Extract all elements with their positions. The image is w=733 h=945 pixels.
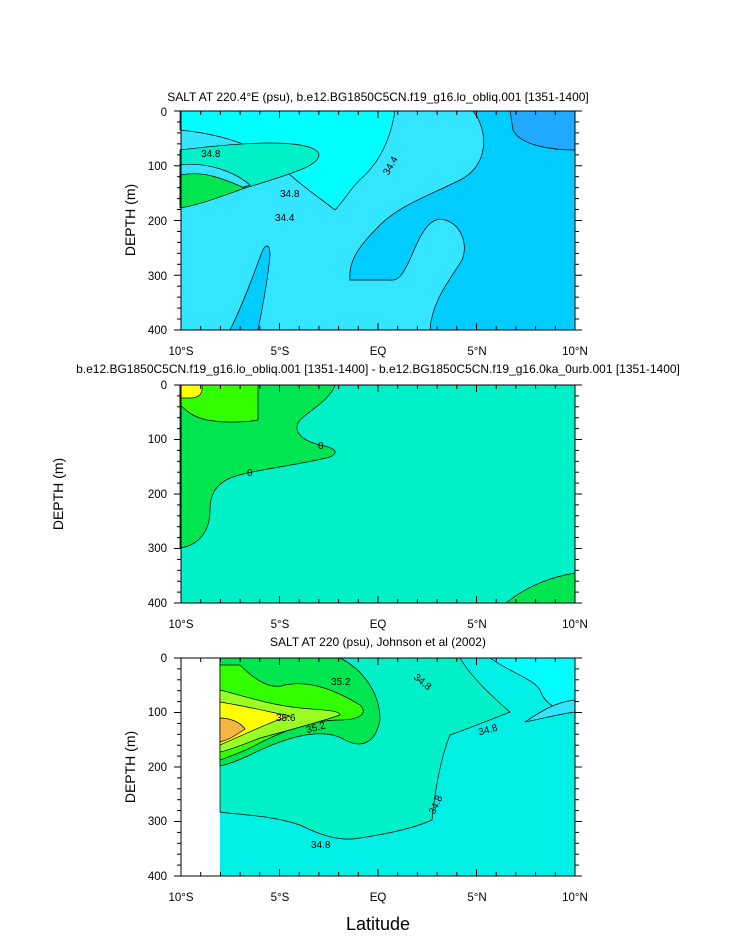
xtick-label: 10°N [562,346,588,358]
ytick-label: 200 [148,762,167,774]
xtick-label: 5°S [271,892,290,904]
ytick-label: 400 [148,871,167,883]
panel-1-fills [179,110,576,331]
xtick-label: 5°N [467,892,486,904]
fill-blue-east [349,110,576,331]
panel-3-ylabel: DEPTH (m) [122,731,138,803]
xtick-label: 10°S [168,619,193,631]
panel-2-title: b.e12.BG1850C5CN.f19_g16.lo_obliq.001 [1… [76,362,680,376]
x-axis-label: Latitude [346,914,410,934]
contour-label: 35.2 [305,720,327,736]
tick-marks [174,384,582,604]
contour-label: 34.4 [275,213,295,224]
contour-label: 34.8 [280,189,300,200]
panel-1-title: SALT AT 220.4°E (psu), b.e12.BG1850C5CN.… [167,90,589,104]
no-data-strip [181,658,220,876]
xtick-label: 5°N [467,619,486,631]
tick-marks [174,657,582,877]
panel-2-contour-labels: 0 0 [247,441,324,479]
panel-2: b.e12.BG1850C5CN.f19_g16.lo_obliq.001 [1… [50,362,680,631]
panel-2-ylabel: DEPTH (m) [50,458,66,530]
contour-label: 35.2 [331,677,351,688]
xtick-label: 10°S [168,346,193,358]
ytick-label: 200 [148,489,167,501]
panel-1-axes [174,110,582,331]
xtick-label: 5°S [271,619,290,631]
ytick-label: 100 [148,434,167,446]
xtick-label: 10°S [168,892,193,904]
fill-green-diff [179,384,336,549]
contour-label: 0 [318,441,324,452]
ytick-label: 300 [148,543,167,555]
contour-label: 34.8 [477,723,499,739]
panel-3-title: SALT AT 220 (psu), Johnson et al (2002) [270,635,486,649]
contour-label: 0 [247,468,253,479]
panel-1-xticks: 10°S 5°S EQ 5°N 10°N [168,346,587,358]
xtick-label: EQ [370,892,387,904]
panel-1-ylabel: DEPTH (m) [122,184,138,256]
panel-2-axes [174,384,582,604]
fill-blue-south [229,245,271,331]
xtick-label: 10°N [562,619,588,631]
panel-2-xticks: 10°S 5°S EQ 5°N 10°N [168,619,587,631]
panel-2-yticks: 0 100 200 300 400 [148,380,167,610]
panel-1-yticks: 0 100 200 300 400 [148,107,167,337]
ytick-label: 400 [148,325,167,337]
fill-green-core [179,173,246,209]
ytick-label: 200 [148,216,167,228]
contour-label: 34.8 [311,840,331,851]
xtick-label: EQ [370,619,387,631]
xtick-label: EQ [370,346,387,358]
fill-lime-obs [219,689,341,753]
contour-label: 34.8 [201,149,221,160]
panel-1: SALT AT 220.4°E (psu), b.e12.BG1850C5CN.… [122,90,589,358]
ytick-label: 0 [161,380,167,392]
panel-3-fills [181,657,576,876]
panel-2-fills [179,384,576,604]
ytick-label: 100 [148,161,167,173]
panel-3-yticks: 0 100 200 300 400 [148,653,167,883]
fill-orange-obs [219,717,246,743]
ytick-label: 300 [148,271,167,283]
fill-yellow-diff [179,384,203,399]
ytick-label: 300 [148,816,167,828]
xtick-label: 5°S [271,346,290,358]
ytick-label: 400 [148,598,167,610]
tick-marks [174,110,582,331]
contour-label: 35.6 [276,713,296,724]
panel-3-axes [174,657,582,877]
xtick-label: 5°N [467,346,486,358]
panel-3: SALT AT 220 (psu), Johnson et al (2002) … [122,635,588,934]
panel-3-xticks: 10°S 5°S EQ 5°N 10°N [168,892,587,904]
ytick-label: 0 [161,107,167,119]
ytick-label: 100 [148,707,167,719]
ytick-label: 0 [161,653,167,665]
xtick-label: 10°N [562,892,588,904]
